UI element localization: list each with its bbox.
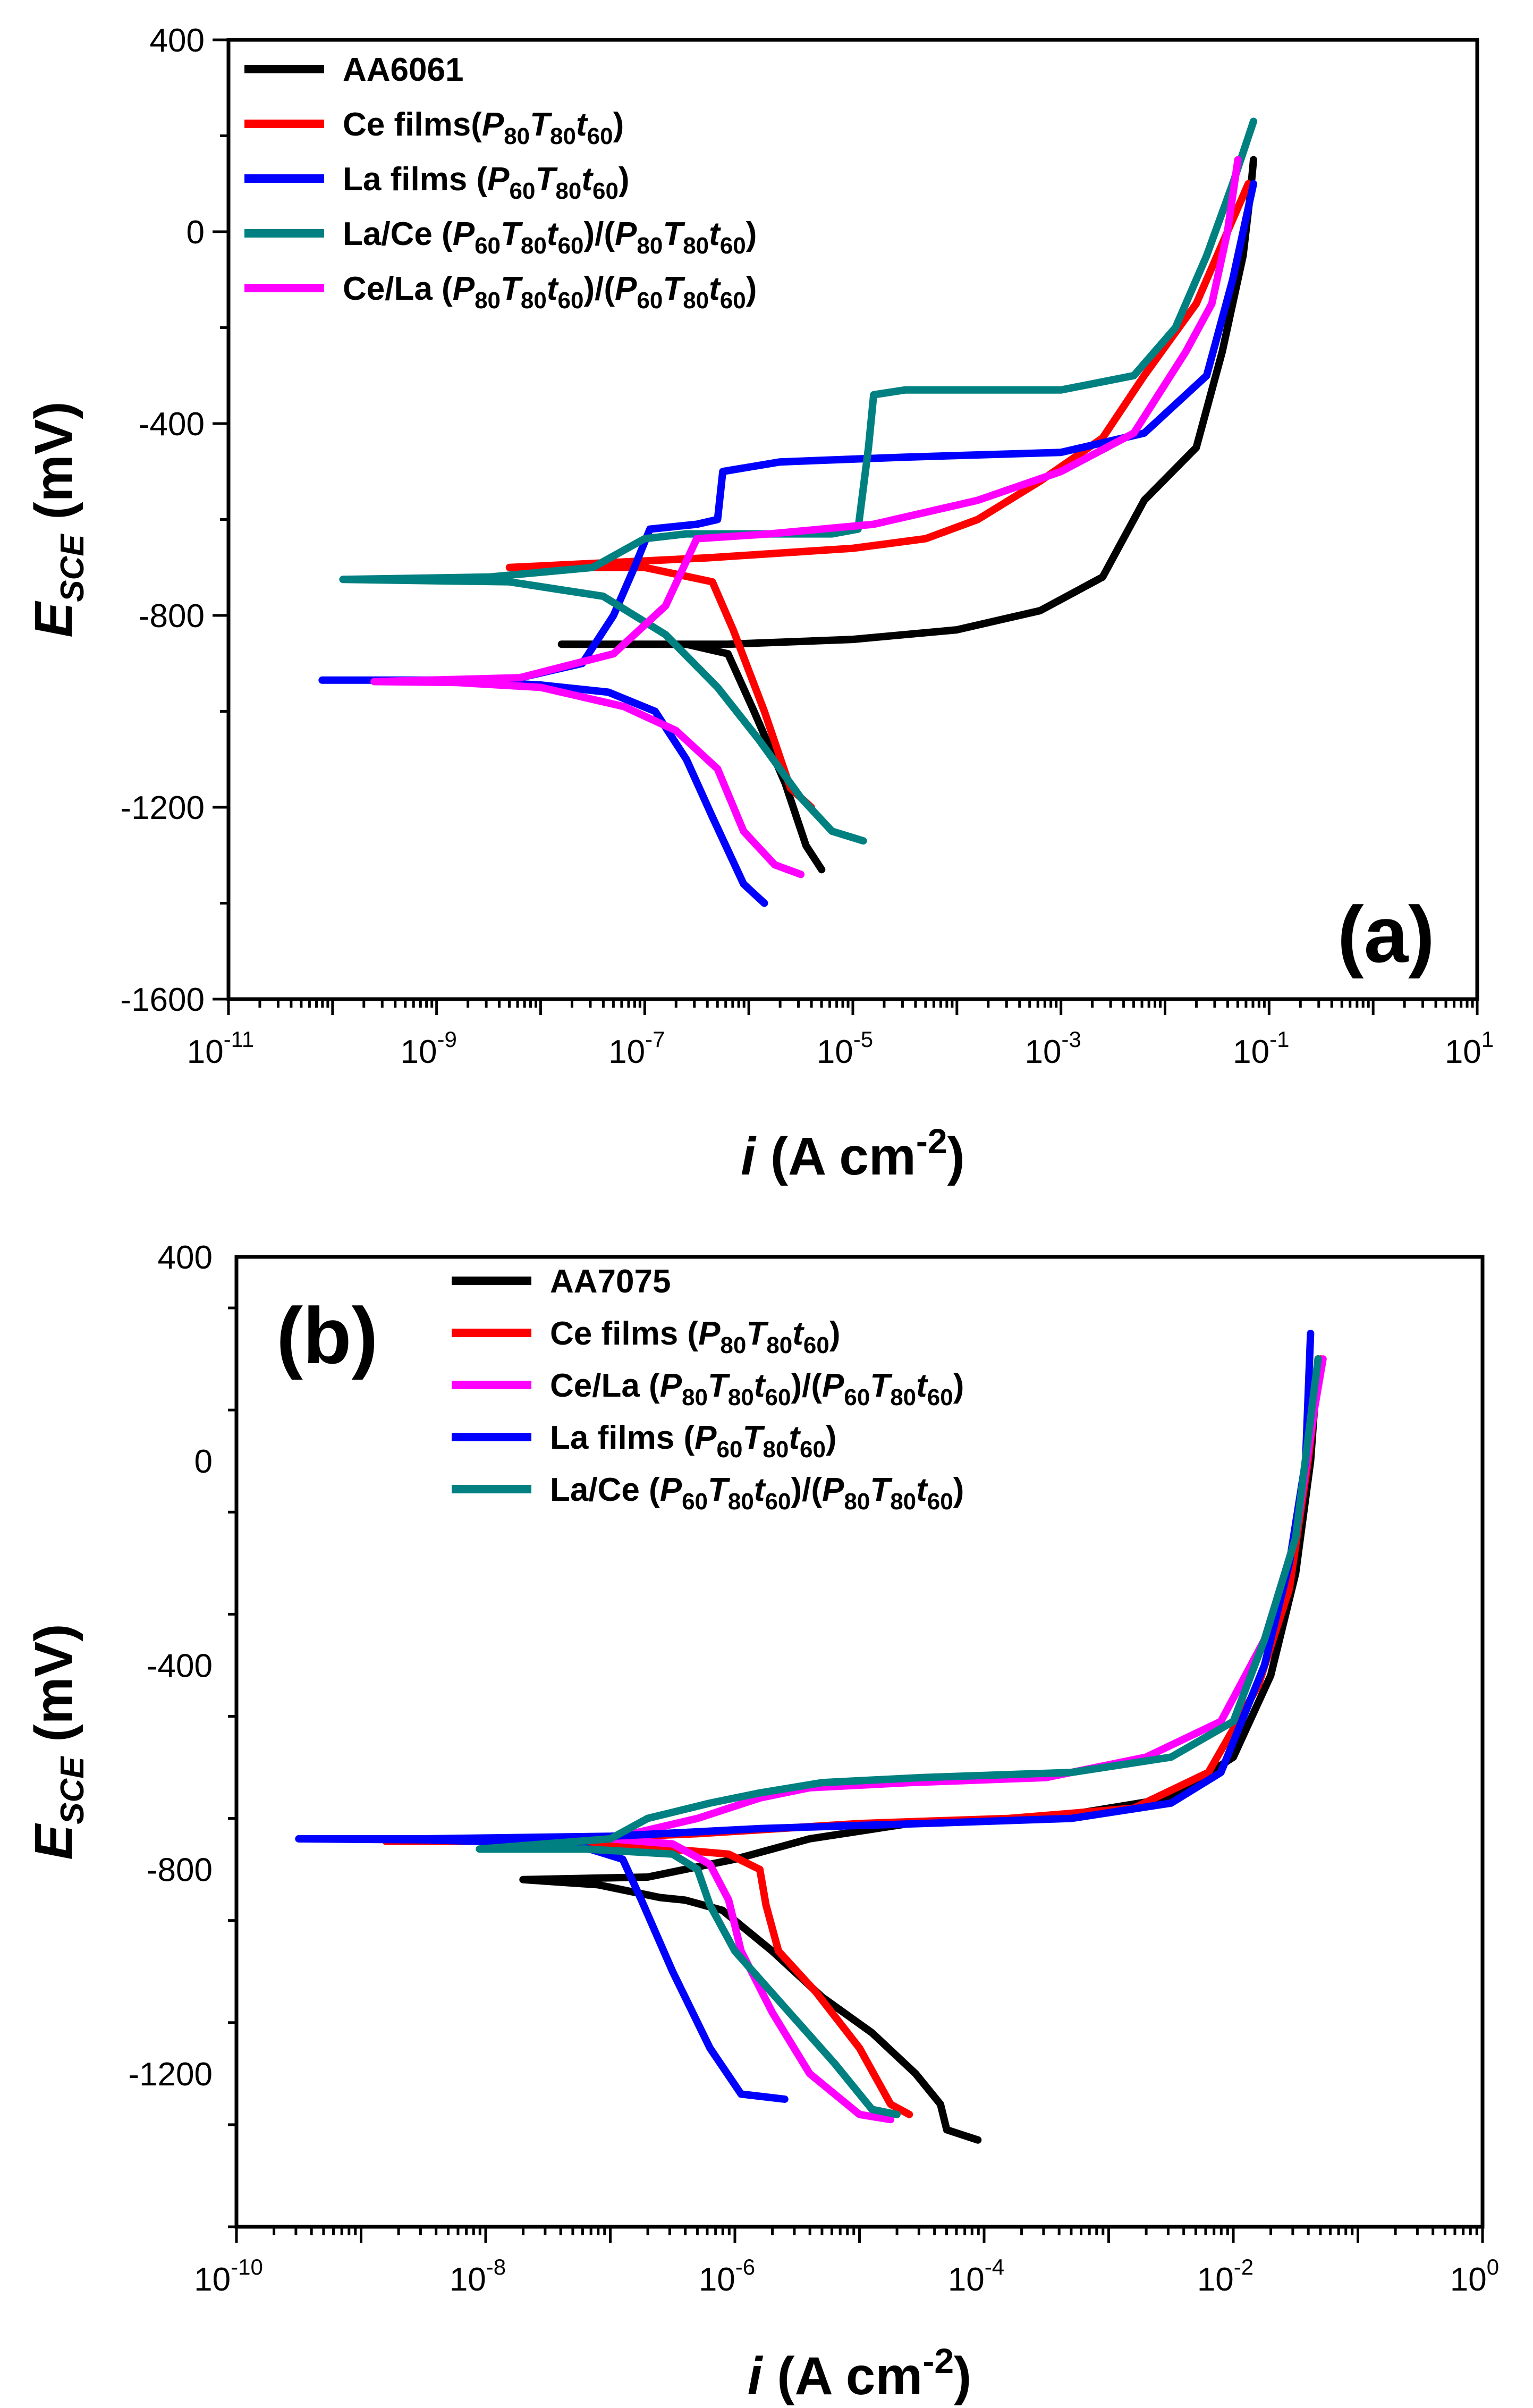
series-line-la-films-p60t80t60: [318, 180, 1257, 907]
y-tick-label: -1600: [120, 982, 205, 1018]
x-tick-label: 10-8: [450, 2254, 506, 2298]
legend-entry: La films (P60​T80​t60​): [550, 1420, 837, 1463]
legend-entry: Ce/La (P80​T80​t60​)/(P60​T80​t60​): [550, 1367, 964, 1410]
x-tick-label: 10-1: [1233, 1027, 1289, 1070]
x-tick-label: 10-2: [1197, 2254, 1253, 2298]
legend: AA7075 Ce films (P80​T80​t60​) Ce/La (P80​…: [452, 1263, 964, 1515]
legend-entry: La/Ce (P60​T80​t60​)/(P80​T80​t60​): [343, 216, 757, 259]
y-tick-label: -400: [147, 1647, 213, 1684]
series-line-aa7075: [519, 1355, 1322, 2144]
legend: AA6061 Ce films(P80​T80​t60​) La films (P6…: [244, 52, 757, 314]
y-tick-label: -400: [139, 406, 205, 443]
legend-entry: AA7075: [550, 1263, 671, 1300]
panel-b: 10-10 10-8 10-6 10-4 10-2 100 400 0 -400 -800 -120…: [24, 1239, 1499, 2406]
x-axis-title: i (A cm-2): [741, 1121, 965, 1186]
series-group: [318, 117, 1257, 907]
legend-entry: Ce films(P80​T80​t60​): [343, 106, 624, 149]
x-tick-label: 101: [1445, 1027, 1494, 1070]
y-tick-label: 0: [194, 1443, 213, 1480]
legend-entry: Ce films (P80​T80​t60​): [550, 1315, 840, 1358]
series-line-la-films-p60t80t60: [295, 1330, 1315, 2103]
panel-label: (b): [276, 1291, 378, 1380]
x-tick-label: 10-7: [608, 1027, 665, 1070]
x-tick-label: 10-3: [1025, 1027, 1081, 1070]
y-axis-title: ESCE (mV): [24, 1624, 91, 1860]
legend-entry: La films (P60​T80​t60​): [343, 161, 630, 204]
x-tick-label: 10-4: [948, 2254, 1004, 2298]
legend-entry: AA6061: [343, 52, 463, 88]
y-tick-label: 0: [187, 214, 205, 251]
x-tick-label: 100: [1450, 2254, 1499, 2298]
x-axis-title: i (A cm-2): [748, 2341, 972, 2406]
series-line-aa6061: [557, 156, 1257, 874]
legend-entry: Ce/La (P80​T80​t60​)/(P60​T80​t60​): [343, 271, 757, 314]
x-tick-label: 10-5: [817, 1027, 873, 1070]
x-tick-label: 10-9: [401, 1027, 457, 1070]
y-tick-label: -800: [139, 598, 205, 635]
x-tick-label: 10-11: [187, 1027, 255, 1070]
y-axis-title: ESCE (mV): [24, 401, 91, 637]
series-line-la-ce-p60t80t60-p80t80t60: [476, 1355, 1322, 2118]
y-tick-label: -800: [147, 1852, 213, 1889]
y-tick-label: 400: [150, 22, 205, 59]
panel-a: 10-11 10-9 10-7 10-5 10-3 10-1 101 400 0 -400 -800…: [24, 22, 1494, 1186]
y-tick-label: -1200: [120, 790, 205, 826]
y-tick-label: -1200: [128, 2056, 213, 2093]
x-tick-label: 10-10: [194, 2254, 263, 2298]
legend-entry: La/Ce (P60​T80​t60​)/(P80​T80​t60​): [550, 1472, 964, 1515]
series-group: [295, 1330, 1327, 2144]
x-tick-label: 10-6: [699, 2254, 755, 2298]
series-line-ce-la-p80t80t60-p60t80t60: [370, 156, 1242, 878]
panel-label: (a): [1337, 890, 1435, 979]
series-line-la-ce-p60t80t60-p80t80t60: [339, 117, 1257, 845]
y-tick-label: 400: [158, 1239, 213, 1276]
series-line-ce-films-p80t80t60: [505, 180, 1252, 811]
